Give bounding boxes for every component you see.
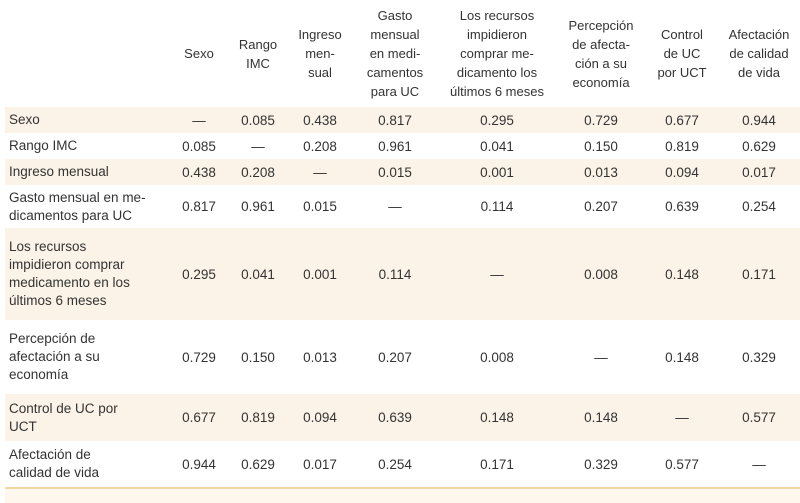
p-value-cell: 0.208 [303, 138, 337, 154]
table-header: Sexo Rango IMC Ingreso men- sual Gasto mens… [5, 0, 800, 107]
p-value-cell: 0.015 [303, 199, 337, 214]
p-value-cell: 0.944 [182, 456, 216, 472]
table-row: Control de UC por UCT 0.677 0.819 0.094 0.63… [5, 394, 800, 441]
column-header: Afectación de calidad de vida [718, 0, 800, 107]
p-value-cell: — [675, 410, 689, 425]
p-value-cell: 0.639 [378, 410, 412, 425]
table-row: Afectación de calidad de vida 0.944 0.629 0… [5, 441, 800, 487]
p-value-cell: 0.001 [303, 266, 337, 282]
p-value-cell: 0.577 [665, 456, 699, 472]
p-value-cell: 0.295 [182, 266, 216, 282]
p-value-cell: 0.013 [303, 349, 337, 365]
p-value-cell: 0.150 [584, 138, 618, 154]
p-value-cell: 0.629 [742, 138, 776, 154]
p-value-cell: 0.208 [241, 164, 275, 180]
table-footer-strip [5, 487, 800, 503]
p-value-cell: — [313, 164, 327, 180]
p-value-cell: 0.329 [584, 456, 618, 472]
p-value-cell: 0.207 [584, 199, 618, 214]
p-value-cell: 0.295 [480, 112, 514, 128]
row-label: Rango IMC [9, 138, 78, 153]
column-header: Gasto mensual en medi- camentos para UC [352, 0, 438, 107]
table-row: Ingreso mensual 0.438 0.208 — 0.015 0.001 0.01… [5, 159, 800, 185]
p-value-cell: 0.085 [241, 112, 275, 128]
p-value-cell: 0.677 [665, 112, 699, 128]
p-value-cell: 0.001 [480, 164, 514, 180]
p-value-cell: 0.961 [378, 138, 412, 154]
p-value-cell: 0.729 [584, 112, 618, 128]
table-row: Percepción de afectación a su economía 0.… [5, 320, 800, 394]
p-value-cell: 0.639 [665, 199, 699, 214]
row-label: Los recursos impidieron comprar medicame… [9, 239, 130, 308]
p-value-cell: 0.677 [182, 410, 216, 425]
column-header: Percepción de afecta- ción a su economía [556, 0, 646, 107]
p-value-cell: 0.171 [742, 266, 776, 282]
p-value-cell: 0.577 [742, 410, 776, 425]
p-value-cell: 0.171 [480, 456, 514, 472]
p-value-cell: 0.329 [742, 349, 776, 365]
row-label-column-header [5, 0, 170, 107]
header-row: Sexo Rango IMC Ingreso men- sual Gasto mens… [5, 0, 800, 107]
p-value-cell: 0.148 [665, 349, 699, 365]
correlation-table: Sexo Rango IMC Ingreso men- sual Gasto mens… [5, 0, 800, 487]
p-value-cell: 0.013 [584, 164, 618, 180]
p-value-cell: 0.148 [480, 410, 514, 425]
p-value-cell: 0.817 [182, 199, 216, 214]
p-value-cell: 0.114 [480, 199, 514, 214]
table-row: Rango IMC 0.085 — 0.208 0.961 0.041 0.150 0.819… [5, 133, 800, 159]
p-value-cell: 0.817 [378, 112, 412, 128]
p-value-cell: 0.008 [584, 266, 618, 282]
p-value-cell: 0.094 [665, 164, 699, 180]
p-value-cell: 0.254 [742, 199, 776, 214]
p-value-cell: 0.961 [241, 199, 275, 214]
row-label: Sexo [9, 112, 40, 127]
row-label: Gasto mensual en me- dicamentos para UC [9, 189, 146, 223]
column-header: Control de UC por UCT [646, 0, 718, 107]
p-value-cell: 0.438 [182, 164, 216, 180]
p-value-cell: 0.148 [584, 410, 618, 425]
p-value-cell: 0.944 [742, 112, 776, 128]
p-value-cell: 0.114 [378, 266, 412, 282]
p-value-cell: 0.819 [241, 410, 275, 425]
p-value-cell: 0.015 [378, 164, 412, 180]
column-header: Sexo [170, 0, 228, 107]
p-value-cell: — [752, 456, 766, 472]
p-value-cell: — [251, 138, 265, 154]
row-label: Afectación de calidad de vida [9, 447, 100, 480]
p-value-cell: 0.254 [378, 456, 412, 472]
column-header: Ingreso men- sual [288, 0, 352, 107]
p-value-cell: — [192, 112, 206, 128]
table-row: Gasto mensual en me- dicamentos para UC 0… [5, 185, 800, 228]
p-value-cell: 0.819 [665, 138, 699, 154]
p-value-cell: 0.041 [241, 266, 275, 282]
p-value-cell: — [388, 199, 402, 214]
p-value-cell: 0.041 [480, 138, 514, 154]
p-value-cell: 0.438 [303, 112, 337, 128]
p-value-cell: 0.094 [303, 410, 337, 425]
p-value-cell: 0.148 [665, 266, 699, 282]
column-header: Los recursos impidieron comprar me- dica… [438, 0, 556, 107]
p-value-cell: — [490, 266, 504, 282]
p-value-cell: 0.207 [378, 349, 412, 365]
p-value-cell: 0.008 [480, 349, 514, 365]
p-value-cell: 0.085 [182, 138, 216, 154]
p-value-cell: 0.017 [742, 164, 776, 180]
table-row: Sexo — 0.085 0.438 0.817 0.295 0.729 0.677 0.944 [5, 107, 800, 133]
row-label: Percepción de afectación a su economía [9, 331, 100, 382]
p-value-cell: 0.017 [303, 456, 337, 472]
table-row: Los recursos impidieron comprar medicame… [5, 228, 800, 320]
p-value-cell: 0.729 [182, 349, 216, 365]
column-header: Rango IMC [228, 0, 288, 107]
row-label: Ingreso mensual [9, 164, 109, 179]
p-value-cell: 0.150 [241, 349, 275, 365]
p-value-cell: — [594, 349, 608, 365]
row-label: Control de UC por UCT [9, 400, 118, 434]
p-value-cell: 0.629 [241, 456, 275, 472]
